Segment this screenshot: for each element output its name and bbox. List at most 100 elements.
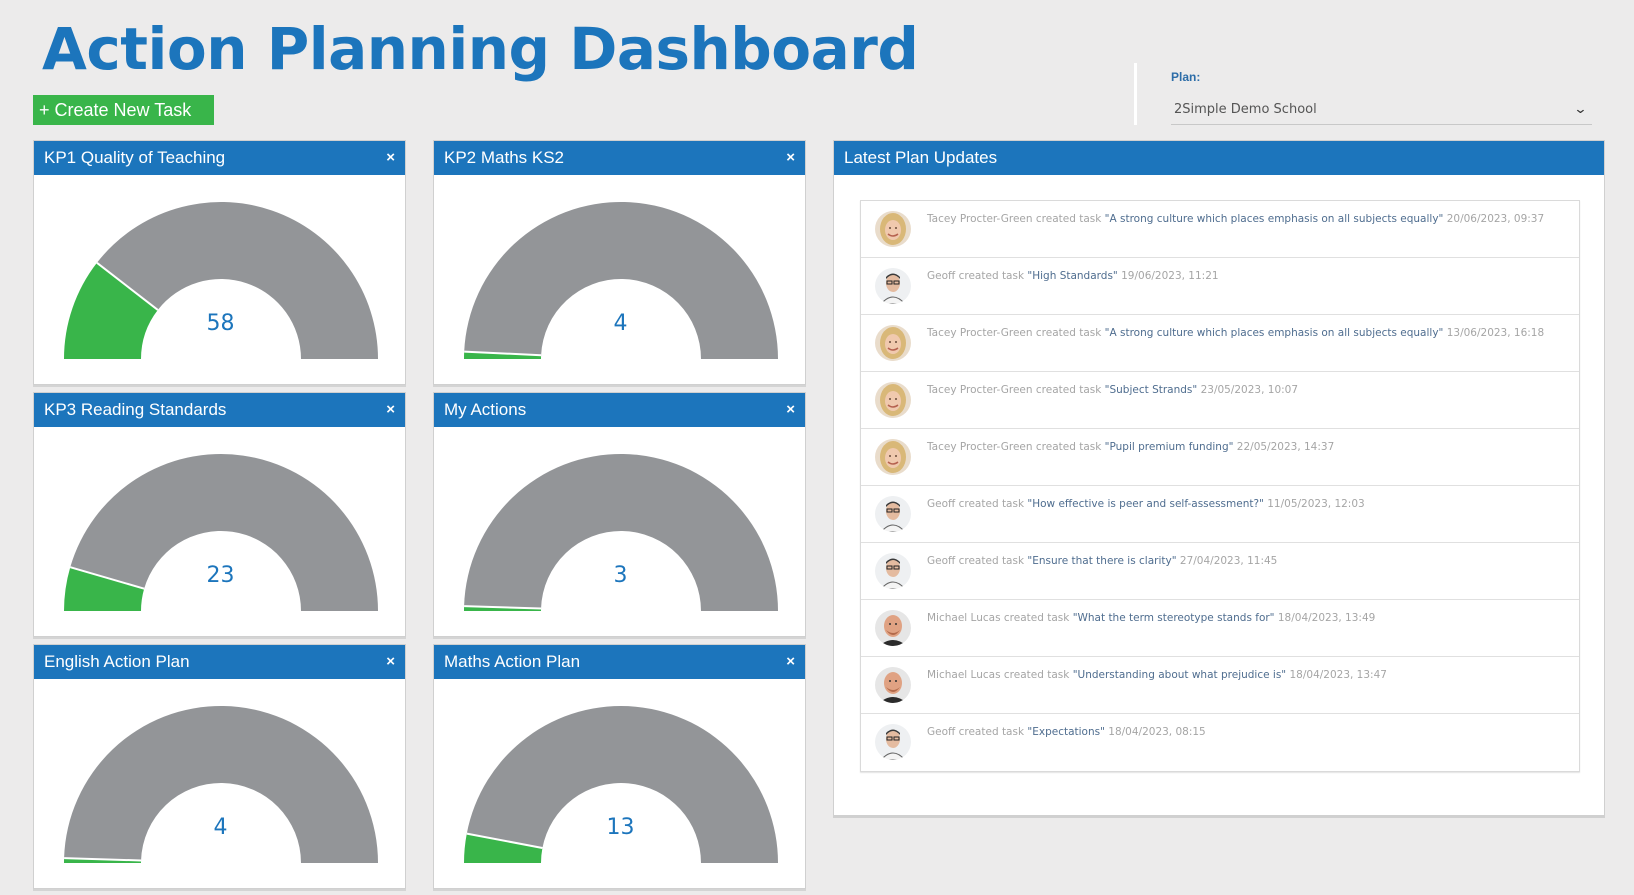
avatar: [875, 268, 911, 304]
update-text: Tacey Procter-Green created task "A stro…: [927, 213, 1544, 225]
gauge-card: KP1 Quality of Teaching × 58: [33, 140, 406, 385]
page-title: Action Planning Dashboard: [42, 15, 919, 83]
update-action: created task: [1003, 612, 1070, 624]
avatar: [875, 610, 911, 646]
update-list-item[interactable]: Tacey Procter-Green created task "Pupil …: [861, 429, 1579, 486]
close-icon[interactable]: ×: [786, 653, 795, 670]
gauge-progress-arc: [64, 262, 158, 359]
update-task-link[interactable]: "Ensure that there is clarity": [1027, 555, 1177, 567]
gauge-chart: [64, 453, 378, 611]
gauge-chart: [64, 705, 379, 863]
gauge-remaining-arc: [70, 453, 378, 611]
update-task-link[interactable]: "Pupil premium funding": [1104, 441, 1234, 453]
update-timestamp: 18/04/2023, 13:49: [1277, 612, 1376, 624]
gauge-value: 13: [606, 815, 635, 840]
close-icon[interactable]: ×: [386, 149, 395, 166]
update-action: created task: [1035, 327, 1102, 339]
update-text: Michael Lucas created task "Understandin…: [927, 669, 1387, 681]
avatar: [875, 724, 911, 760]
update-action: created task: [958, 726, 1025, 738]
update-timestamp: 11/05/2023, 12:03: [1267, 498, 1365, 510]
avatar: [875, 211, 911, 247]
update-task-link[interactable]: "Understanding about what prejudice is": [1072, 669, 1287, 681]
update-task-link[interactable]: "What the term stereotype stands for": [1072, 612, 1275, 624]
update-task-link[interactable]: "How effective is peer and self-assessme…: [1027, 498, 1264, 510]
update-user: Geoff: [927, 726, 956, 738]
card-title: Maths Action Plan: [444, 652, 581, 671]
update-text: Geoff created task "Ensure that there is…: [927, 555, 1277, 567]
card-title: KP1 Quality of Teaching: [44, 148, 226, 167]
update-list-item[interactable]: Geoff created task "Expectations" 18/04/…: [861, 714, 1579, 771]
gauge-value: 58: [206, 311, 235, 336]
update-task-link[interactable]: "High Standards": [1027, 270, 1118, 282]
card-header: KP3 Reading Standards ×: [34, 393, 405, 427]
update-user: Tacey Procter-Green: [927, 327, 1033, 339]
update-task-link[interactable]: "Expectations": [1027, 726, 1105, 738]
update-timestamp: 18/04/2023, 13:47: [1289, 669, 1387, 681]
avatar: [875, 667, 911, 703]
chevron-down-icon: ⌄: [1573, 102, 1588, 117]
gauge-card: KP3 Reading Standards × 23: [33, 392, 406, 637]
gauge-value: 4: [613, 311, 628, 336]
update-list-item[interactable]: Tacey Procter-Green created task "A stro…: [861, 201, 1579, 258]
update-list-item[interactable]: Michael Lucas created task "Understandin…: [861, 657, 1579, 714]
plan-select[interactable]: 2Simple Demo School ⌄: [1171, 96, 1592, 125]
gauge-remaining-arc: [464, 453, 778, 611]
close-icon[interactable]: ×: [786, 401, 795, 418]
gauge-value: 4: [213, 815, 228, 840]
gauge-card: Maths Action Plan × 13: [433, 644, 806, 889]
update-timestamp: 19/06/2023, 11:21: [1121, 270, 1219, 282]
gauge-chart: [464, 453, 778, 611]
update-list-item[interactable]: Geoff created task "Ensure that there is…: [861, 543, 1579, 600]
updates-list: Tacey Procter-Green created task "A stro…: [860, 200, 1580, 772]
update-text: Tacey Procter-Green created task "Subjec…: [927, 384, 1298, 396]
close-icon[interactable]: ×: [386, 653, 395, 670]
gauge-card: KP2 Maths KS2 × 4: [433, 140, 806, 385]
update-list-item[interactable]: Tacey Procter-Green created task "Subjec…: [861, 372, 1579, 429]
gauge-card: My Actions × 3: [433, 392, 806, 637]
card-title: KP2 Maths KS2: [444, 148, 565, 167]
update-task-link[interactable]: "Subject Strands": [1104, 384, 1198, 396]
update-timestamp: 13/06/2023, 16:18: [1446, 327, 1545, 339]
close-icon[interactable]: ×: [786, 149, 795, 166]
updates-panel-title: Latest Plan Updates: [834, 141, 1604, 175]
update-text: Tacey Procter-Green created task "A stro…: [927, 327, 1544, 339]
update-user: Tacey Procter-Green: [927, 213, 1033, 225]
card-header: My Actions ×: [434, 393, 805, 427]
update-user: Michael Lucas: [927, 669, 1001, 681]
gauge-chart: [464, 201, 778, 359]
card-header: KP2 Maths KS2 ×: [434, 141, 805, 175]
update-timestamp: 20/06/2023, 09:37: [1446, 213, 1545, 225]
gauge-chart: [464, 705, 778, 863]
update-action: created task: [1035, 384, 1102, 396]
update-task-link[interactable]: "A strong culture which places emphasis …: [1104, 213, 1444, 225]
gauge-remaining-arc: [96, 201, 378, 359]
gauge-progress-arc: [464, 833, 543, 863]
gauge-card: English Action Plan × 4: [33, 644, 406, 889]
update-list-item[interactable]: Michael Lucas created task "What the ter…: [861, 600, 1579, 657]
update-list-item[interactable]: Geoff created task "High Standards" 19/0…: [861, 258, 1579, 315]
gauge-remaining-arc: [464, 201, 778, 359]
update-action: created task: [1035, 213, 1102, 225]
update-list-item[interactable]: Tacey Procter-Green created task "A stro…: [861, 315, 1579, 372]
update-user: Michael Lucas: [927, 612, 1001, 624]
gauge-value: 3: [613, 563, 628, 588]
card-title: My Actions: [444, 400, 527, 419]
gauge-value: 23: [206, 563, 235, 588]
card-header: Maths Action Plan ×: [434, 645, 805, 679]
gauge-chart: [64, 201, 378, 359]
update-text: Tacey Procter-Green created task "Pupil …: [927, 441, 1334, 453]
update-action: created task: [958, 555, 1025, 567]
plan-selected-value: 2Simple Demo School: [1174, 102, 1317, 117]
update-action: created task: [1003, 669, 1070, 681]
update-text: Michael Lucas created task "What the ter…: [927, 612, 1375, 624]
avatar: [875, 382, 911, 418]
close-icon[interactable]: ×: [386, 401, 395, 418]
card-header: English Action Plan ×: [34, 645, 405, 679]
update-task-link[interactable]: "A strong culture which places emphasis …: [1104, 327, 1444, 339]
update-action: created task: [1035, 441, 1102, 453]
update-list-item[interactable]: Geoff created task "How effective is pee…: [861, 486, 1579, 543]
create-new-task-button[interactable]: + Create New Task: [33, 95, 214, 125]
gauge-progress-arc: [64, 567, 145, 611]
card-title: English Action Plan: [44, 652, 190, 671]
